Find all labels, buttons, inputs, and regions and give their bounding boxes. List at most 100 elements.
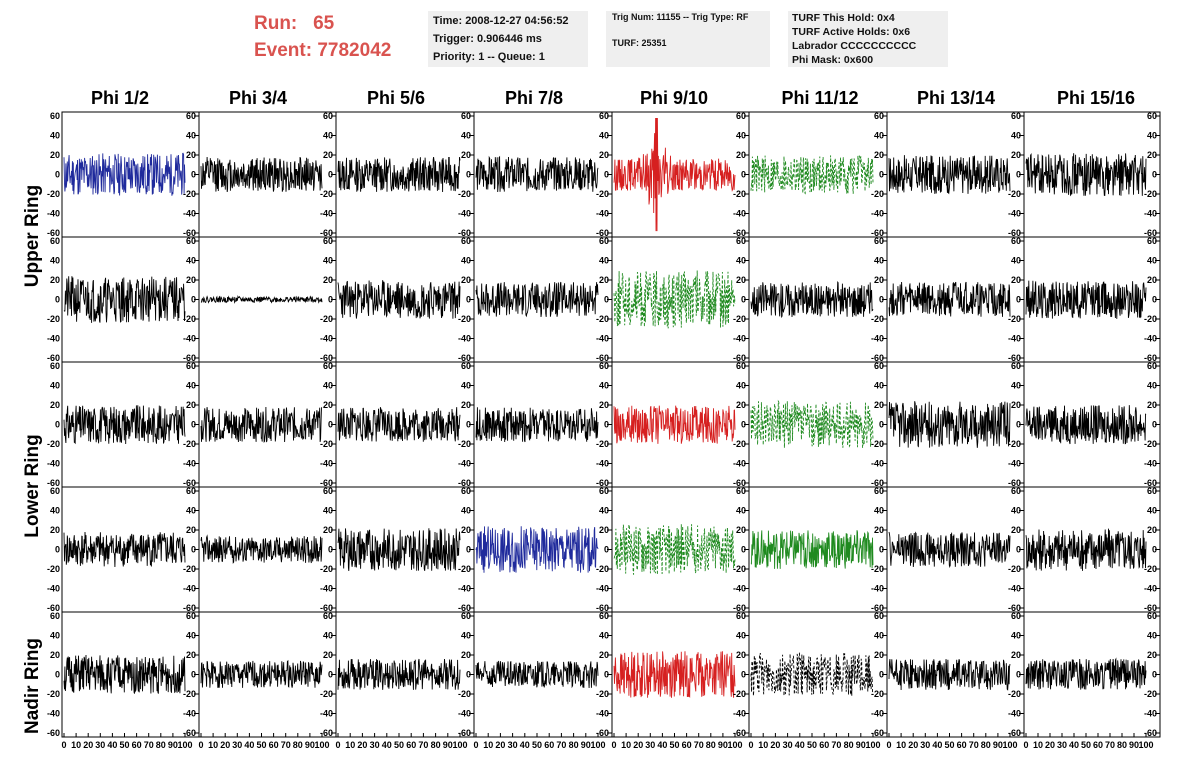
y-tick-label: 60 xyxy=(736,486,746,496)
x-tick-label: 40 xyxy=(107,740,117,750)
y-tick-label: -20 xyxy=(183,189,196,199)
x-tick-label: 100 xyxy=(314,740,329,750)
x-tick-label: 70 xyxy=(831,740,841,750)
y-tick-label: 0 xyxy=(191,545,196,555)
column-title: Phi 5/6 xyxy=(367,88,425,108)
y-tick-label: -40 xyxy=(320,584,333,594)
y-tick-label: 20 xyxy=(461,275,471,285)
y-tick-label: -20 xyxy=(871,439,884,449)
y-tick-label: 60 xyxy=(1011,111,1021,121)
y-tick-label: -40 xyxy=(183,459,196,469)
x-tick-label: 100 xyxy=(1138,740,1153,750)
y-tick-label: -60 xyxy=(1008,353,1021,363)
y-tick-label: 20 xyxy=(323,150,333,160)
y-tick-label: -60 xyxy=(1144,603,1157,613)
x-tick-label: 100 xyxy=(727,740,742,750)
y-tick-label: -60 xyxy=(458,478,471,488)
y-tick-label: -40 xyxy=(1144,709,1157,719)
y-tick-label: 40 xyxy=(874,631,884,641)
y-tick-label: 40 xyxy=(736,256,746,266)
y-tick-label: 0 xyxy=(1152,295,1157,305)
x-tick-label: 30 xyxy=(508,740,518,750)
x-tick-label: 100 xyxy=(452,740,467,750)
x-tick-label: 80 xyxy=(844,740,854,750)
y-tick-label: -20 xyxy=(320,189,333,199)
y-tick-label: 0 xyxy=(1016,545,1021,555)
y-tick-label: 60 xyxy=(736,611,746,621)
y-tick-label: 40 xyxy=(186,381,196,391)
y-tick-label: 40 xyxy=(323,631,333,641)
y-tick-label: -20 xyxy=(1144,189,1157,199)
y-tick-label: -60 xyxy=(458,603,471,613)
waveform-trace xyxy=(475,281,599,318)
y-tick-label-left: 20 xyxy=(50,525,60,535)
y-tick-label: -20 xyxy=(183,564,196,574)
y-tick-label: 20 xyxy=(599,400,609,410)
x-tick-label: 50 xyxy=(669,740,679,750)
x-tick-label: 60 xyxy=(682,740,692,750)
time-line: Time: 2008-12-27 04:56:52 xyxy=(433,15,569,27)
y-tick-label: -40 xyxy=(320,334,333,344)
y-tick-label: 60 xyxy=(186,236,196,246)
y-tick-label: 60 xyxy=(874,486,884,496)
y-tick-label: -20 xyxy=(458,189,471,199)
y-tick-label: 40 xyxy=(599,381,609,391)
waveform-trace xyxy=(200,294,323,304)
y-tick-label: 40 xyxy=(1147,381,1157,391)
y-tick-label: -40 xyxy=(596,709,609,719)
y-tick-label: -60 xyxy=(733,728,746,738)
y-tick-label: -20 xyxy=(733,189,746,199)
y-tick-label: 20 xyxy=(874,275,884,285)
x-tick-label: 10 xyxy=(483,740,493,750)
y-tick-label: 40 xyxy=(736,506,746,516)
y-tick-label: 60 xyxy=(186,111,196,121)
y-tick-label: -60 xyxy=(183,228,196,238)
y-tick-label: 0 xyxy=(1016,170,1021,180)
x-tick-label: 20 xyxy=(83,740,93,750)
y-tick-label: 0 xyxy=(191,295,196,305)
x-tick-label: 40 xyxy=(1069,740,1079,750)
y-tick-label: -20 xyxy=(183,689,196,699)
y-tick-label: 60 xyxy=(461,361,471,371)
y-tick-label: 0 xyxy=(879,420,884,430)
y-tick-label: 0 xyxy=(741,420,746,430)
y-tick-label: -40 xyxy=(596,209,609,219)
y-tick-label-left: -40 xyxy=(47,459,60,469)
y-tick-label: -40 xyxy=(320,709,333,719)
x-tick-label: 80 xyxy=(156,740,166,750)
x-tick-label: 100 xyxy=(177,740,192,750)
y-tick-label: 0 xyxy=(1016,295,1021,305)
waveform-trace xyxy=(337,407,461,442)
x-tick-label: 100 xyxy=(590,740,605,750)
waveform-trace xyxy=(475,660,599,689)
y-tick-label: 40 xyxy=(1011,131,1021,141)
x-tick-label: 40 xyxy=(932,740,942,750)
y-tick-label: 0 xyxy=(879,295,884,305)
y-tick-label: -40 xyxy=(733,584,746,594)
y-tick-label: 40 xyxy=(1011,506,1021,516)
x-tick-label: 90 xyxy=(856,740,866,750)
y-tick-label: 0 xyxy=(191,420,196,430)
trig-num-line: Trig Num: 11155 -- Trig Type: RF xyxy=(612,12,749,22)
y-tick-label: 60 xyxy=(874,236,884,246)
y-tick-label: 0 xyxy=(1016,670,1021,680)
y-tick-label: -60 xyxy=(596,728,609,738)
y-tick-label: 40 xyxy=(461,381,471,391)
x-tick-label: 50 xyxy=(532,740,542,750)
y-tick-label: 20 xyxy=(323,275,333,285)
row-group-title: Lower Ring xyxy=(22,434,43,537)
y-tick-label: 20 xyxy=(461,400,471,410)
y-tick-label: -20 xyxy=(458,689,471,699)
x-tick-label: 90 xyxy=(718,740,728,750)
x-tick-label: 20 xyxy=(633,740,643,750)
y-tick-label-left: -40 xyxy=(47,709,60,719)
y-tick-label: -20 xyxy=(320,689,333,699)
y-tick-label: 40 xyxy=(186,631,196,641)
y-tick-label: -60 xyxy=(320,228,333,238)
y-tick-label: 20 xyxy=(186,400,196,410)
y-tick-label: -40 xyxy=(183,584,196,594)
waveform-trace xyxy=(613,117,736,232)
trigger-line: Trigger: 0.906446 ms xyxy=(433,33,542,45)
y-tick-label: -40 xyxy=(458,334,471,344)
